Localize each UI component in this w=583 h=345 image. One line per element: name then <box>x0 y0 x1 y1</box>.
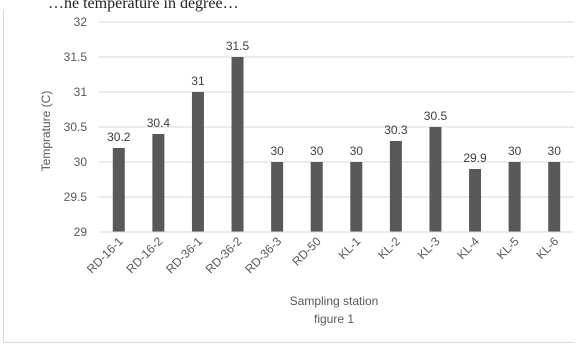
bar <box>508 162 521 232</box>
x-tick-label: KL-2 <box>375 234 403 262</box>
data-label: 30 <box>548 144 562 158</box>
bar <box>152 134 165 232</box>
data-label: 30.5 <box>424 109 448 123</box>
bar <box>112 148 125 232</box>
x-tick-label: KL-3 <box>415 234 443 262</box>
x-axis-title: Sampling station <box>290 294 379 308</box>
y-axis-title: Temprature (C) <box>39 91 53 172</box>
x-tick-label: KL-6 <box>533 234 561 262</box>
data-label: 29.9 <box>463 151 487 165</box>
bar <box>548 162 561 232</box>
x-tick-label: RD-36-1 <box>163 234 205 276</box>
y-tick-label: 29.5 <box>64 190 88 204</box>
data-label: 31 <box>191 74 205 88</box>
x-tick-label: KL-5 <box>494 234 522 262</box>
y-tick-label: 32 <box>74 15 88 29</box>
bar <box>469 169 482 232</box>
data-label: 31.5 <box>226 39 250 53</box>
bar <box>310 162 323 232</box>
cropped-caption-text: …he temperature in degree… <box>48 0 239 12</box>
y-tick-label: 30 <box>74 155 88 169</box>
data-label: 30.4 <box>147 116 171 130</box>
data-label: 30.3 <box>384 123 408 137</box>
bar <box>429 127 442 232</box>
chart-frame <box>3 10 574 343</box>
data-label: 30 <box>310 144 324 158</box>
y-tick-label: 31.5 <box>64 50 88 64</box>
x-tick-label: KL-1 <box>336 234 364 262</box>
x-axis-ticks: RD-16-1RD-16-2RD-36-1RD-36-2RD-36-3 RD-50… <box>84 234 562 276</box>
y-tick-label: 29 <box>74 225 88 239</box>
x-tick-label: RD-50 <box>289 234 324 269</box>
bar <box>389 141 402 232</box>
data-label: 30 <box>508 144 522 158</box>
bar <box>191 92 204 232</box>
y-axis-ticks: 29 29.5 30 30.5 31 31.5 32 <box>64 15 88 239</box>
gridlines <box>99 21 574 198</box>
data-label: 30.2 <box>107 130 131 144</box>
x-tick-label: RD-16-1 <box>84 234 126 276</box>
data-labels: 30.2 30.4 31 31.5 30 30 30 30.3 30.5 29.9 30 30 <box>107 39 561 165</box>
bars <box>112 57 561 232</box>
x-tick-label: KL-4 <box>454 234 482 262</box>
x-tick-label: RD-36-3 <box>242 234 284 276</box>
bar <box>231 57 244 232</box>
figure-label: figure 1 <box>314 312 354 326</box>
data-label: 30 <box>270 144 284 158</box>
bar <box>271 162 284 232</box>
data-label: 30 <box>350 144 364 158</box>
y-tick-label: 31 <box>74 85 88 99</box>
y-tick-label: 30.5 <box>64 120 88 134</box>
x-tick-label: RD-16-2 <box>124 234 166 276</box>
x-tick-label: RD-36-2 <box>203 234 245 276</box>
bar <box>350 162 363 232</box>
